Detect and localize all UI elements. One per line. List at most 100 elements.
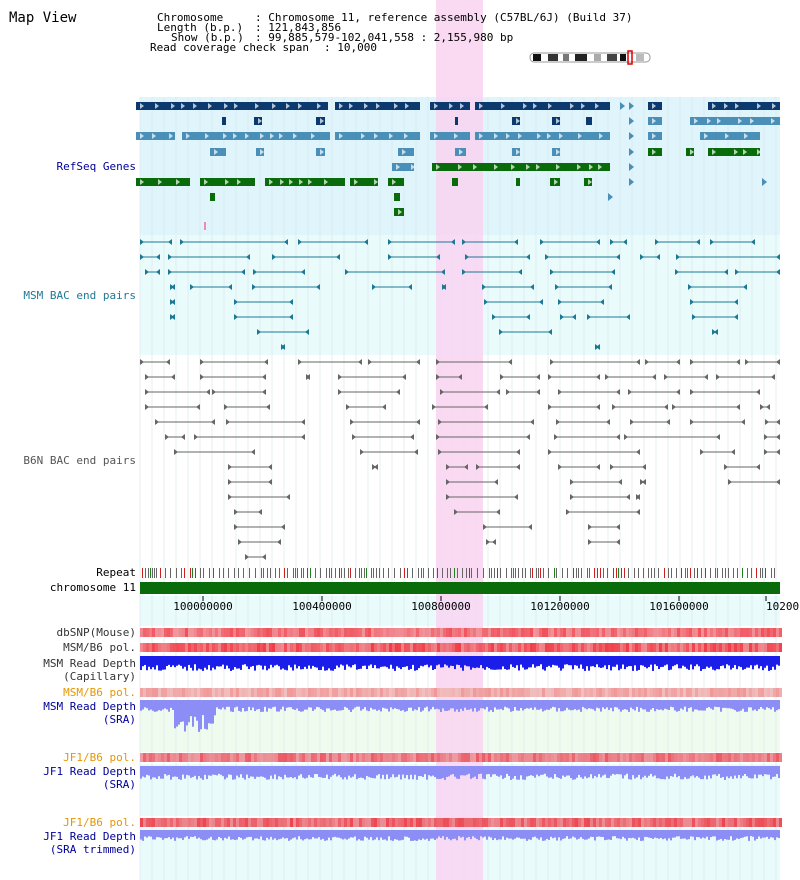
depth-bar — [328, 656, 330, 669]
heat-cell — [272, 688, 275, 697]
bac-end — [281, 344, 285, 350]
depth-bar — [330, 830, 332, 841]
depth-bar — [442, 700, 444, 709]
heat-cell — [230, 688, 233, 697]
heat-cell — [599, 643, 602, 652]
heat-cell — [392, 643, 395, 652]
gene-arrow — [320, 149, 324, 155]
heat-cell — [221, 628, 224, 637]
depth-bar — [240, 766, 242, 775]
depth-bar — [356, 656, 358, 670]
axis-tick-label: 100800000 — [411, 600, 471, 613]
heat-cell — [362, 753, 365, 762]
heat-cell — [338, 818, 341, 827]
track-label-dbsnp[interactable]: dbSNP(Mouse) — [56, 626, 136, 639]
depth-bar — [234, 700, 236, 708]
heat-cell — [251, 628, 254, 637]
repeat-mark — [513, 568, 514, 578]
depth-bar — [668, 700, 670, 711]
track-label-repeat[interactable]: Repeat — [96, 566, 136, 579]
track-label-msm-bac[interactable]: MSM BAC end pairs — [23, 289, 136, 302]
depth-bar — [596, 766, 598, 778]
depth-bar — [380, 700, 382, 712]
heat-cell — [455, 753, 458, 762]
heat-cell — [431, 643, 434, 652]
heat-cell — [305, 753, 308, 762]
depth-bar — [440, 830, 442, 838]
depth-bar — [384, 830, 386, 840]
bac-end — [388, 254, 392, 260]
gene-arrow — [171, 103, 175, 109]
gene-arrow — [374, 179, 378, 185]
heat-cell — [239, 643, 242, 652]
track-label-msm-b6-pol-1[interactable]: MSM/B6 pol. — [63, 641, 136, 654]
heat-cell — [644, 818, 647, 827]
gene-arrow — [260, 133, 264, 139]
gene-arrow — [595, 103, 599, 109]
heat-cell — [317, 688, 320, 697]
depth-bar — [664, 766, 666, 780]
heat-cell — [362, 628, 365, 637]
axis-tick-label: 101200000 — [530, 600, 590, 613]
depth-bar — [594, 830, 596, 841]
track-label-b6n-bac[interactable]: B6N BAC end pairs — [23, 454, 136, 467]
heat-cell — [626, 643, 629, 652]
track-label-jf1-b6-pol-1[interactable]: JF1/B6 pol. — [63, 751, 136, 764]
track-label-refseq[interactable]: RefSeq Genes — [56, 160, 136, 173]
depth-bar — [298, 656, 300, 667]
heat-cell — [581, 688, 584, 697]
depth-bar — [458, 656, 460, 666]
heat-cell — [404, 643, 407, 652]
track-label-jf1-b6-pol-2[interactable]: JF1/B6 pol. — [63, 816, 136, 829]
track-label-msm-depth-cap-1[interactable]: MSM Read Depth — [43, 657, 136, 670]
heat-cell — [386, 753, 389, 762]
depth-bar — [272, 700, 274, 708]
depth-bar — [590, 700, 592, 709]
heat-cell — [422, 818, 425, 827]
heat-cell — [533, 753, 536, 762]
depth-bar — [468, 700, 470, 710]
depth-bar — [706, 830, 708, 837]
heat-cell — [449, 643, 452, 652]
depth-bar — [162, 700, 164, 710]
depth-bar — [678, 766, 680, 777]
heat-cell — [557, 688, 560, 697]
heat-cell — [521, 628, 524, 637]
heat-cell — [239, 688, 242, 697]
depth-bar — [286, 700, 288, 708]
repeat-mark — [400, 568, 401, 578]
bac-end — [414, 449, 418, 455]
heat-cell — [215, 688, 218, 697]
heat-cell — [506, 818, 509, 827]
heat-cell — [407, 688, 410, 697]
heat-cell — [266, 628, 269, 637]
depth-bar — [622, 656, 624, 665]
depth-bar — [192, 656, 194, 671]
track-label-msm-b6-pol-2[interactable]: MSM/B6 pol. — [63, 686, 136, 699]
heat-cell — [341, 688, 344, 697]
bac-end — [570, 479, 574, 485]
depth-bar — [232, 656, 234, 670]
bac-end — [441, 269, 445, 275]
depth-bar — [388, 700, 390, 712]
track-label-jf1-depth-sra-1[interactable]: JF1 Read Depth — [43, 765, 136, 778]
depth-bar — [632, 766, 634, 776]
heat-cell — [674, 818, 677, 827]
depth-bar — [654, 766, 656, 776]
track-label-msm-depth-sra-2: (SRA) — [102, 713, 136, 726]
track-label-jf1-depth-trim-1[interactable]: JF1 Read Depth — [43, 830, 136, 843]
depth-bar — [716, 656, 718, 670]
depth-bar — [414, 700, 416, 710]
bac-end — [664, 404, 668, 410]
depth-bar — [208, 766, 210, 776]
heat-cell — [284, 628, 287, 637]
depth-bar — [588, 766, 590, 778]
track-label-chromosome[interactable]: chromosome 11 — [49, 581, 136, 594]
repeat-mark — [728, 568, 729, 578]
depth-bar — [178, 766, 180, 780]
heat-cell — [356, 688, 359, 697]
heat-cell — [254, 818, 257, 827]
repeat-mark — [165, 568, 166, 578]
track-label-msm-depth-sra-1[interactable]: MSM Read Depth — [43, 700, 136, 713]
depth-bar — [528, 830, 530, 840]
